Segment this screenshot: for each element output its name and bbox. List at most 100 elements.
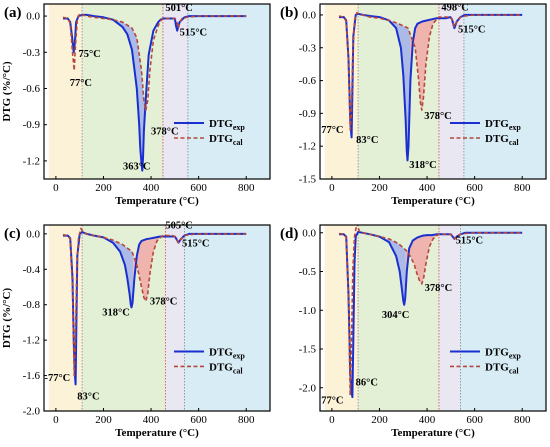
peak-annotation: 77°C [321,395,343,406]
peak-annotation: 515°C [456,236,484,247]
dtg-exp-line [339,231,523,399]
temperature-zones [320,225,546,411]
peak-annotation: 318°C [102,307,130,318]
y-tick-label: 0.0 [26,228,40,240]
peak-annotation: 515°C [182,238,210,249]
peak-annotation: 378°C [150,297,178,308]
x-tick-label: 200 [95,182,112,194]
y-tick-label: -1.2 [23,335,40,347]
panel-c: 0 200 400 600 800 0.0 -0.4 -0.8 -1.2 -1.6 -2.0 Temp… [1,221,271,439]
y-tick-label: -1.5 [299,174,317,186]
dtg-cal-line [62,12,247,111]
zone-band [463,4,546,179]
panel-a: 0 200 400 600 800 0.0 -0.3 -0.6 -0.9 -1.2 Temperat… [1,3,271,207]
peak-annotation: 378°C [425,283,453,294]
x-axis-label: Temperature (°C) [391,195,475,207]
panel-d: 0 200 400 600 800 0.0 -0.5 -1.0 -1.5 -2.0 Temperat… [280,224,547,439]
peak-annotation: 378°C [424,111,452,122]
peak-annotation: 378°C [151,126,179,137]
peak-annotation: 83°C [356,135,378,146]
difference-fills [110,236,161,308]
x-tick-label: 400 [419,182,436,194]
peak-annotation: 77°C [70,78,92,89]
difference-fills [386,234,437,305]
x-axis-label: Temperature (°C) [115,427,199,439]
dtg-cal-line [338,225,523,397]
panel-label: (b) [280,5,298,21]
peak-annotation: 501°C [165,3,193,14]
x-tick-label: 800 [238,182,255,194]
x-tick-label: 200 [371,414,388,426]
x-tick-label: 800 [514,182,531,194]
legend-subscript: cal [509,366,520,375]
x-tick-label: 600 [190,182,207,194]
peak-annotation: 75°C [78,49,100,60]
panel-label: (a) [4,5,22,21]
y-tick-label: -0.3 [23,47,41,59]
red-difference-area [410,17,439,111]
y-tick-label: -0.3 [299,42,317,54]
x-axis-label: Temperature (°C) [391,427,475,439]
y-tick-label: -0.5 [299,266,317,278]
y-tick-label: -2.0 [23,406,41,418]
peak-annotation: 505°C [165,221,193,232]
x-tick-label: 200 [371,182,388,194]
temperature-zones [320,4,546,179]
peak-annotation: 318°C [409,160,437,171]
zone-band [438,225,461,411]
x-tick-label: 800 [514,414,531,426]
x-tick-label: 400 [143,414,160,426]
peak-annotation: 304°C [382,310,410,321]
peak-annotation: 83°C [77,391,99,402]
x-tick-label: 0 [53,182,59,194]
dtg-cal-line [62,227,247,377]
y-tick-label: -1.2 [299,141,316,153]
x-tick-label: 0 [329,414,335,426]
plot-frame [319,3,547,180]
legend-subscript: cal [509,138,520,147]
y-tick-label: -0.9 [299,108,317,120]
plot-frame [43,224,271,412]
blue-difference-area [386,238,406,305]
zone-band [82,4,163,179]
y-tick-label: 0.0 [302,9,316,21]
peak-annotation: 363°C [123,161,151,172]
y-tick-label: -0.4 [23,264,41,276]
y-tick-label: -0.6 [299,75,317,87]
zone-band [187,4,270,179]
y-tick-label: -0.6 [23,83,41,95]
blue-difference-area [386,19,411,161]
legend-subscript: exp [509,123,522,132]
difference-fills [110,19,147,169]
panel-label: (d) [280,226,298,242]
zone-band [162,4,188,179]
blue-difference-area [110,239,134,308]
x-axis-label: Temperature (°C) [115,195,199,207]
y-axis-label: DTG (%/°C) [1,288,13,349]
x-tick-label: 800 [238,414,255,426]
x-tick-label: 0 [53,414,59,426]
peak-annotation: -77°C [44,373,70,384]
legend-subscript: exp [509,351,522,360]
dtg-exp-line [339,12,523,162]
peak-annotation: 498°C [441,3,469,14]
zone-band [460,225,546,411]
y-tick-label: 0.0 [26,11,40,23]
red-difference-area [133,236,161,302]
peak-annotation: 86°C [356,377,378,388]
dtg-cal-line [338,12,523,131]
legend-subscript: cal [233,366,244,375]
red-difference-area [405,234,437,291]
x-tick-label: 400 [419,414,436,426]
y-tick-label: -1.6 [23,370,41,382]
legend-subscript: exp [233,351,246,360]
plot-frame [43,3,271,180]
x-tick-label: 400 [143,182,160,194]
x-tick-label: 600 [466,182,483,194]
peak-annotation: 515°C [458,24,486,35]
legend-subscript: cal [233,138,244,147]
plot-frame [319,224,547,412]
panel-b: 0 200 400 600 800 0.0 -0.3 -0.6 -0.9 -1.2 -1.5 Temp… [280,3,547,207]
y-tick-label: -1.2 [23,155,40,167]
